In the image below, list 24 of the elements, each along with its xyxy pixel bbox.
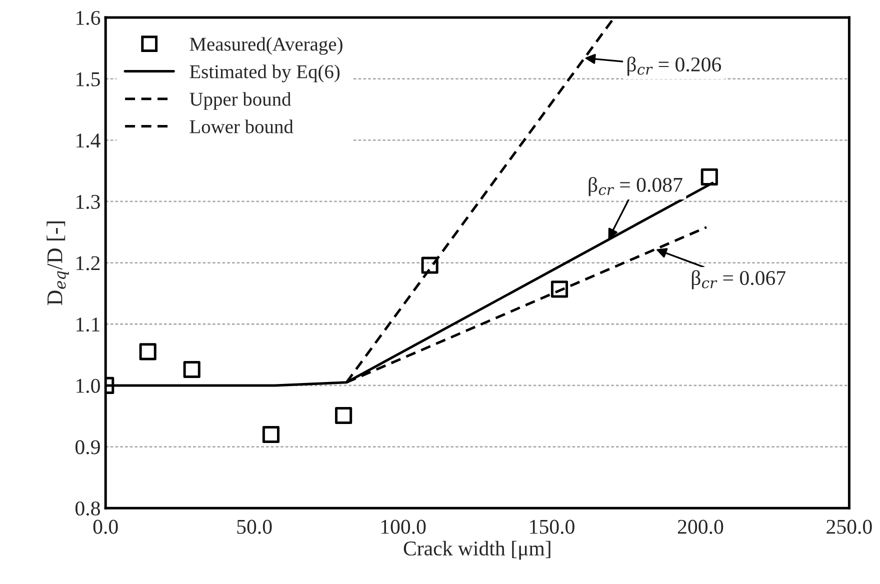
y-tick-label: 1.2 [76,256,100,270]
y-tick-label: 1.5 [76,72,100,86]
y-tick-label: 0.8 [75,501,100,516]
legend-label: Upper bound [190,92,292,110]
x-tick-label: 250.0 [826,520,872,534]
y-axis-title: D$_{eq}$/D [-] [46,221,69,306]
legend-label: Estimated by Eq(6) [190,64,340,82]
x-tick-label: 50.0 [237,520,272,534]
legend-label: Measured(Average) [190,37,342,55]
annotation: β$_{cr}$ = 0.067 [692,270,786,290]
x-tick-label: 150.0 [530,520,574,534]
x-tick-label: 0.0 [93,520,118,534]
y-tick-label: 1.3 [76,194,100,210]
annotation: β$_{cr}$ = 0.206 [627,56,722,76]
y-tick-label: 0.9 [75,440,100,454]
legend-label: Lower bound [190,120,294,134]
annotation: β$_{cr}$ = 0.087 [588,177,682,196]
y-tick-label: 1.4 [76,134,100,148]
x-tick-label: 100.0 [381,520,426,534]
y-tick-label: 1.0 [76,378,100,393]
y-tick-label: 1.6 [76,10,100,26]
x-tick-label: 200.0 [678,520,724,534]
x-axis-title: Crack width [μm] [404,540,550,560]
y-tick-label: 1.1 [76,318,100,332]
